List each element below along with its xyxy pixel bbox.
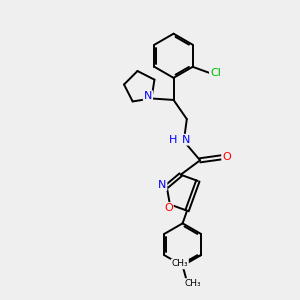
Text: CH₃: CH₃ — [172, 260, 188, 268]
Text: O: O — [164, 203, 173, 213]
Text: Cl: Cl — [210, 68, 221, 78]
Text: H: H — [169, 135, 178, 145]
Text: N: N — [182, 135, 190, 145]
Text: N: N — [144, 91, 152, 101]
Text: CH₃: CH₃ — [184, 279, 201, 288]
Text: N: N — [158, 180, 166, 190]
Text: O: O — [222, 152, 231, 162]
